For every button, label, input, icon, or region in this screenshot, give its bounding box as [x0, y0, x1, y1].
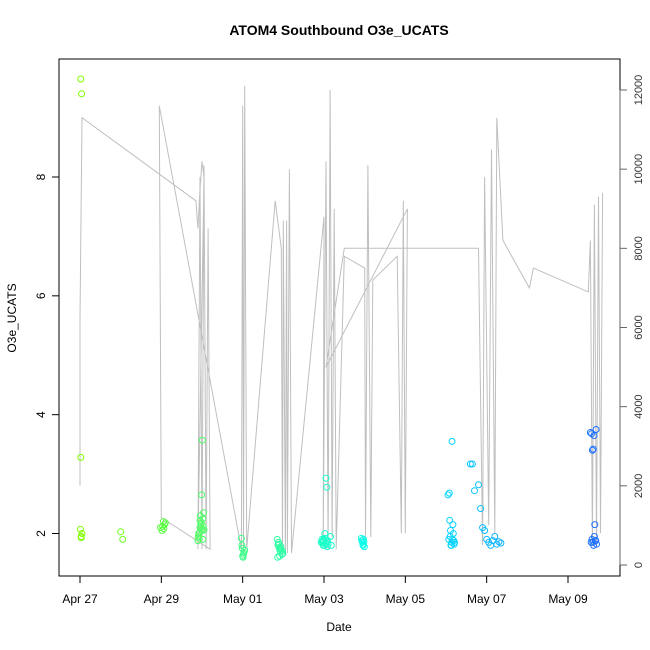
- data-point: [198, 491, 206, 499]
- right-tick-label: 2000: [633, 474, 645, 498]
- data-point: [481, 527, 489, 534]
- right-tick-label: 6000: [633, 315, 645, 339]
- y-axis-label: O3e_UCATS: [5, 283, 19, 352]
- gray-profile-line: [79, 85, 604, 554]
- data-point: [451, 538, 458, 546]
- data-point: [279, 550, 287, 558]
- y-tick-label: 8: [34, 173, 48, 180]
- data-point: [76, 525, 84, 533]
- data-point: [117, 528, 125, 536]
- data-point: [358, 537, 366, 545]
- x-axis-label: Date: [326, 620, 352, 634]
- data-point: [240, 549, 248, 556]
- gray-profile-layer: [79, 85, 604, 554]
- data-point: [448, 437, 456, 445]
- data-point: [447, 527, 454, 534]
- x-tick-label: May 03: [304, 592, 344, 606]
- y-tick-label: 4: [34, 411, 48, 418]
- data-point: [322, 474, 330, 482]
- data-point: [590, 432, 598, 439]
- data-point: [237, 534, 245, 542]
- data-point: [323, 483, 331, 491]
- data-point: [275, 540, 283, 548]
- data-point: [468, 460, 476, 468]
- data-point: [158, 527, 166, 534]
- data-point: [588, 446, 596, 454]
- y-axis: 2 4 6 8: [34, 173, 60, 537]
- points-layer: [76, 75, 600, 561]
- y-tick-label: 6: [34, 292, 48, 299]
- data-point: [477, 505, 485, 512]
- data-point: [475, 481, 482, 489]
- data-point: [238, 544, 246, 552]
- data-point: [200, 509, 208, 517]
- data-point: [471, 487, 478, 495]
- data-point: [327, 541, 335, 549]
- data-point: [239, 553, 247, 561]
- data-point: [119, 535, 127, 543]
- data-point: [196, 516, 204, 524]
- data-point: [360, 538, 368, 546]
- data-point: [592, 426, 600, 433]
- right-tick-label: 12000: [633, 75, 645, 106]
- data-point: [359, 541, 367, 549]
- data-point: [77, 534, 85, 542]
- data-point: [200, 526, 208, 534]
- data-point: [448, 538, 456, 546]
- data-point: [589, 445, 597, 453]
- data-point: [78, 530, 86, 537]
- data-point: [78, 90, 86, 98]
- data-point: [491, 533, 499, 540]
- data-point: [497, 539, 505, 547]
- x-axis: Apr 27 Apr 29 May 01 May 03 May 05 May 07 May …: [62, 575, 588, 606]
- right-axis: 0 2000 4000 6000 8000 10000 12000: [619, 75, 645, 568]
- chart-title: ATOM4 Southbound O3e_UCATS: [229, 22, 448, 38]
- x-tick-label: May 07: [467, 592, 507, 606]
- data-point: [446, 516, 454, 524]
- y-tick-label: 2: [34, 530, 48, 537]
- right-tick-label: 4000: [633, 394, 645, 418]
- right-tick-label: 8000: [633, 236, 645, 260]
- data-point: [445, 489, 453, 497]
- data-point: [466, 460, 474, 468]
- data-point: [198, 436, 206, 444]
- data-point: [327, 533, 334, 540]
- x-tick-label: May 01: [223, 592, 263, 606]
- right-tick-label: 0: [633, 562, 645, 568]
- x-tick-label: Apr 27: [62, 592, 98, 606]
- data-point: [591, 537, 599, 545]
- x-tick-label: May 05: [386, 592, 426, 606]
- x-tick-label: May 09: [548, 592, 588, 606]
- data-point: [444, 491, 452, 499]
- data-point: [77, 75, 85, 83]
- data-point: [160, 525, 168, 533]
- data-point: [77, 453, 85, 461]
- x-tick-label: Apr 29: [144, 592, 180, 606]
- right-tick-label: 10000: [633, 154, 645, 185]
- data-point: [199, 535, 207, 543]
- data-point: [274, 553, 282, 561]
- data-point: [591, 521, 599, 529]
- data-point: [588, 535, 596, 543]
